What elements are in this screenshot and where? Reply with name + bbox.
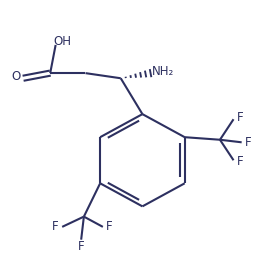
Text: F: F [245, 136, 252, 149]
Text: O: O [12, 70, 21, 83]
Text: F: F [237, 111, 244, 125]
Text: NH₂: NH₂ [152, 65, 174, 78]
Text: OH: OH [53, 35, 72, 48]
Text: F: F [106, 220, 113, 233]
Text: F: F [237, 155, 244, 168]
Text: F: F [52, 220, 59, 233]
Text: F: F [78, 240, 84, 253]
